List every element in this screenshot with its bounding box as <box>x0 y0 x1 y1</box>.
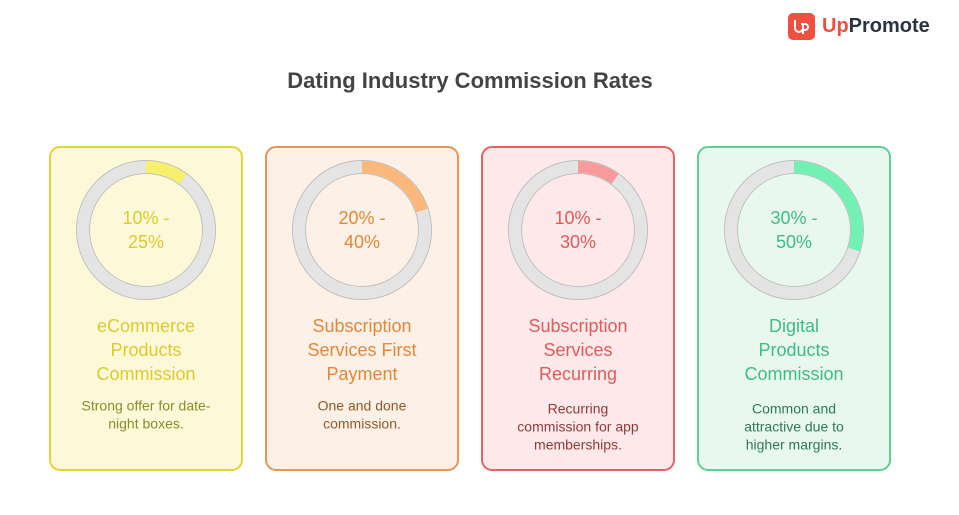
logo-icon <box>788 13 815 40</box>
rate-label: 10% - <box>122 208 169 228</box>
card-description: commission for app <box>517 419 639 435</box>
gauge-outline <box>305 173 419 287</box>
card-title: Commission <box>744 364 843 384</box>
logo-glyph <box>794 20 809 34</box>
rate-label: 40% <box>344 232 380 252</box>
card <box>481 146 675 471</box>
gauge-outline <box>508 160 648 300</box>
logo-accent: Up <box>822 15 849 37</box>
gauge-outline <box>292 160 432 300</box>
rate-label: 30% - <box>770 208 817 228</box>
gauge-arc <box>793 161 863 252</box>
card <box>49 146 243 471</box>
card-title: Commission <box>96 364 195 384</box>
card-description: commission. <box>323 416 401 432</box>
card-title: Digital <box>769 316 819 336</box>
rate-label: 30% <box>560 232 596 252</box>
gauge-outline <box>724 160 864 300</box>
card-title: Products <box>758 340 829 360</box>
gauge-outline <box>76 160 216 300</box>
card <box>697 146 891 471</box>
card-description: Recurring <box>548 401 609 417</box>
card-title: Services <box>543 340 612 360</box>
card-description: memberships. <box>534 437 622 453</box>
card-title: Subscription <box>528 316 627 336</box>
gauge-arc <box>577 161 619 185</box>
gauge-arc <box>145 161 187 185</box>
card-description: attractive due to <box>744 419 844 435</box>
card-title: eCommerce <box>97 316 195 336</box>
gauge-arc <box>361 161 428 213</box>
logo-rest: Promote <box>849 15 930 37</box>
gauge-outline <box>89 173 203 287</box>
card-description: night boxes. <box>108 416 184 432</box>
rate-label: 20% - <box>338 208 385 228</box>
card <box>265 146 459 471</box>
card-description: Strong offer for date- <box>82 398 211 414</box>
card-description: higher margins. <box>746 437 843 453</box>
card-title: Subscription <box>312 316 411 336</box>
rate-label: 50% <box>776 232 812 252</box>
gauge-outline <box>521 173 635 287</box>
rate-label: 25% <box>128 232 164 252</box>
card-description: One and done <box>318 398 407 414</box>
card-title: Services First <box>307 340 416 360</box>
card-title: Recurring <box>539 364 617 384</box>
card-title: Products <box>110 340 181 360</box>
card-title: Payment <box>326 364 397 384</box>
title: Dating Industry Commission Rates <box>287 68 653 93</box>
logo-text: UpPromote <box>822 15 930 37</box>
rate-label: 10% - <box>554 208 601 228</box>
gauge-outline <box>737 173 851 287</box>
card-description: Common and <box>752 401 836 417</box>
